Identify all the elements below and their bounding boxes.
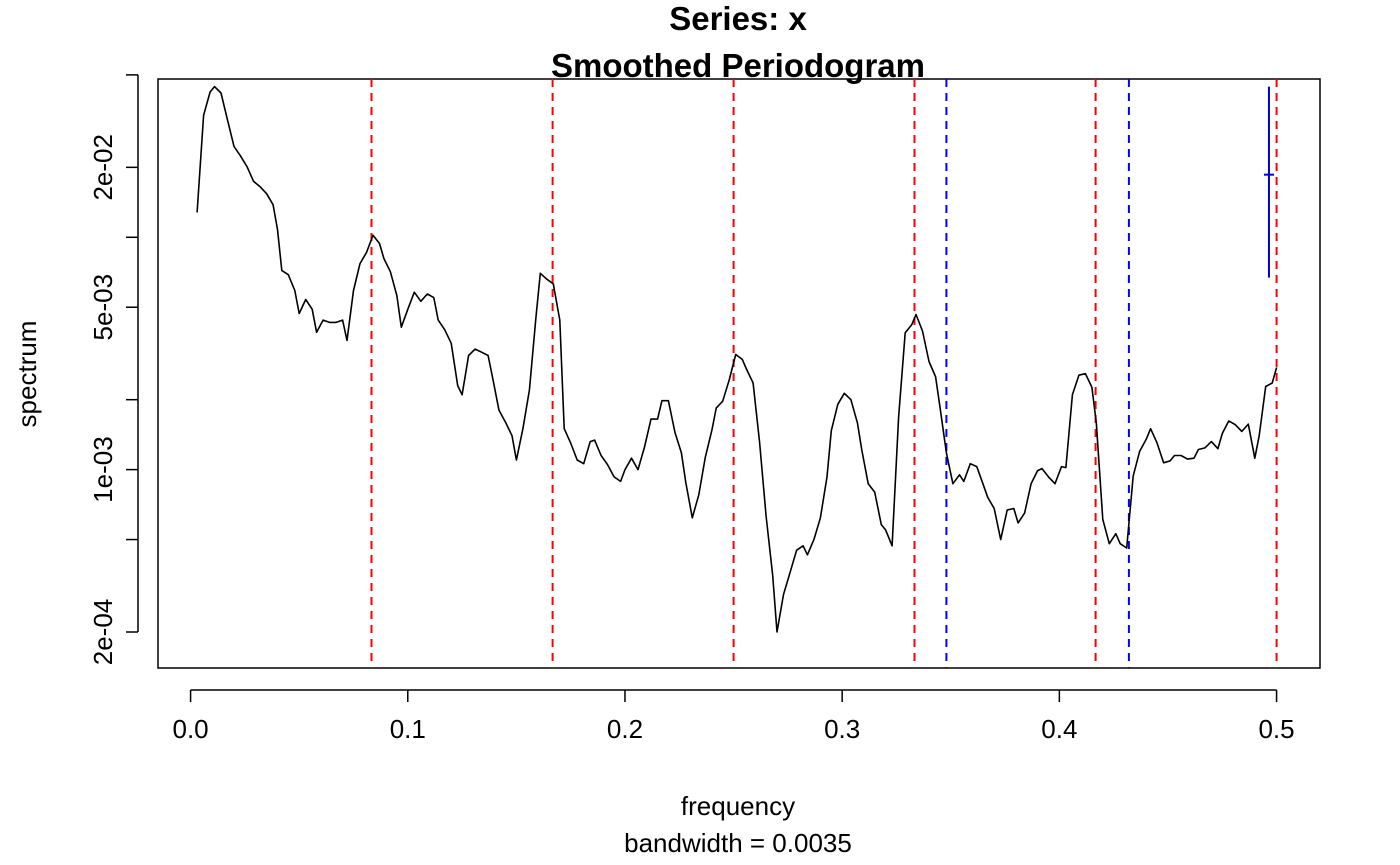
spectrum-line bbox=[196, 85, 1278, 633]
spectrum-series bbox=[196, 85, 1278, 633]
x-tick-label-2: 0.1 bbox=[390, 714, 426, 744]
x-tick-label-5: 0.4 bbox=[1041, 714, 1077, 744]
confidence-interval-bar bbox=[1263, 86, 1274, 278]
chart-title-line1: Series: x bbox=[669, 0, 807, 37]
y-tick-label-1: 2e-04 bbox=[88, 599, 118, 666]
x-axis-label: frequency bbox=[681, 791, 795, 821]
x-axis-sublabel: bandwidth = 0.0035 bbox=[624, 828, 852, 858]
x-tick-label-1: 0.0 bbox=[173, 714, 209, 744]
y-axis-label: spectrum bbox=[12, 321, 42, 428]
y-tick-label-7: 2e-02 bbox=[88, 134, 118, 201]
chart-title-line2: Smoothed Periodogram bbox=[551, 47, 925, 84]
x-tick-label-4: 0.3 bbox=[824, 714, 860, 744]
y-tick-label-5: 5e-03 bbox=[88, 274, 118, 341]
x-axis: 0.0 0.1 0.2 0.3 0.4 0.5 bbox=[173, 689, 1295, 744]
reference-lines bbox=[370, 79, 1278, 668]
y-axis: 2e-04 1e-03 5e-03 2e-02 bbox=[88, 74, 139, 666]
y-tick-label-3: 1e-03 bbox=[88, 436, 118, 503]
x-tick-label-3: 0.2 bbox=[607, 714, 643, 744]
plot-frame bbox=[157, 78, 1321, 669]
x-tick-label-6: 0.5 bbox=[1258, 714, 1294, 744]
